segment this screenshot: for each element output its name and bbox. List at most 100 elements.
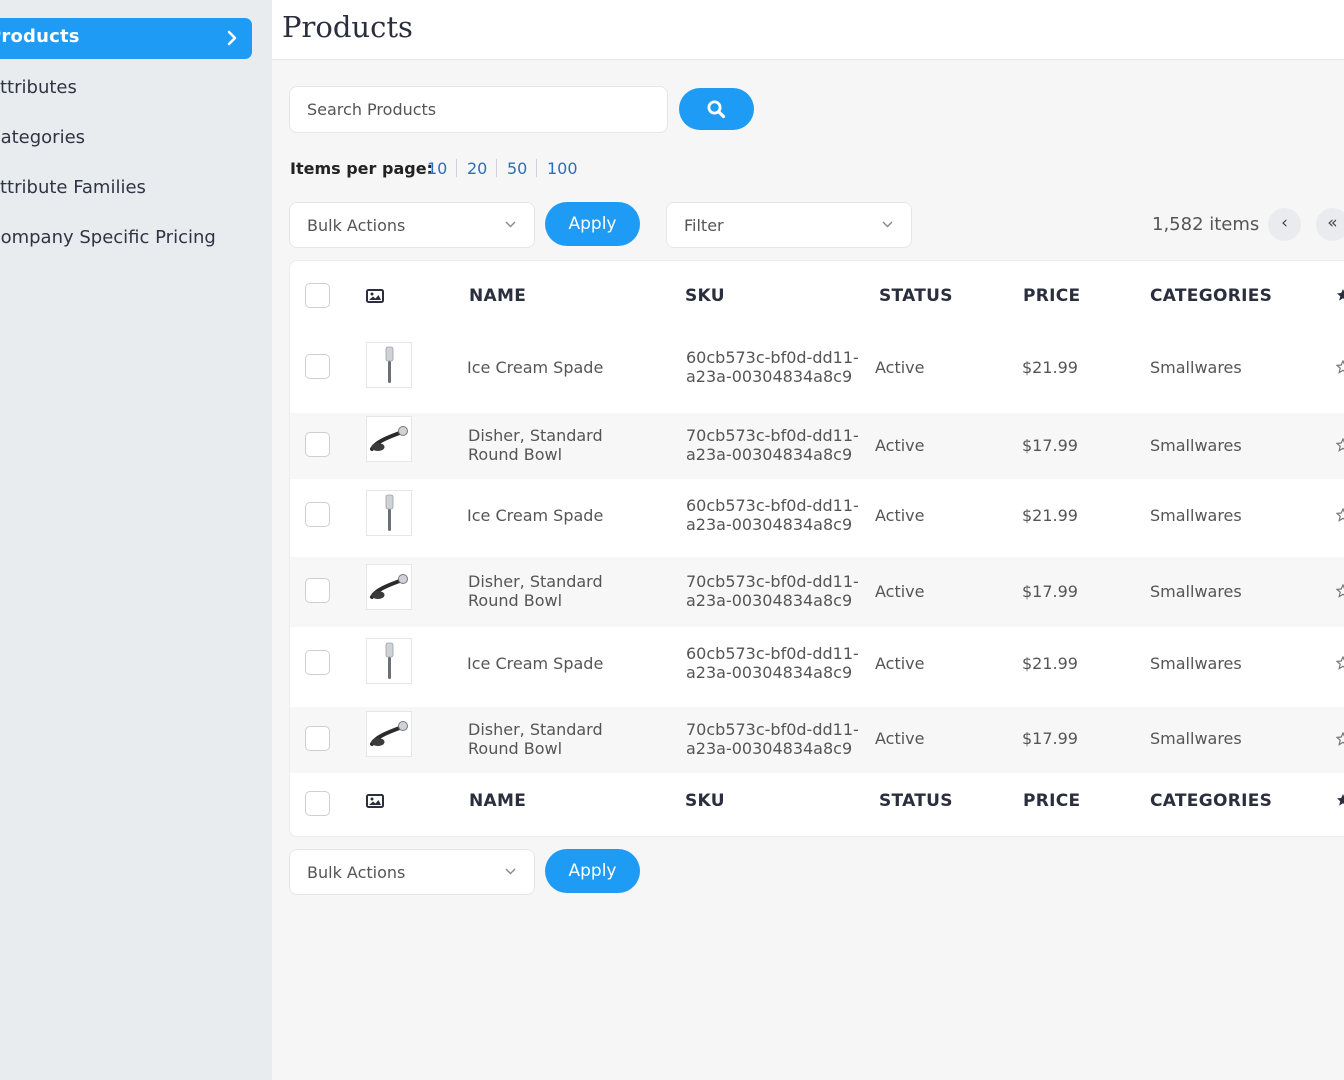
product-thumbnail — [366, 490, 412, 536]
select-all-checkbox[interactable] — [305, 283, 330, 308]
apply-button[interactable]: Apply — [545, 202, 640, 246]
items-per-page-10[interactable]: 10 — [427, 159, 448, 178]
column-header-sku[interactable]: SKU — [685, 286, 725, 306]
separator — [456, 159, 457, 177]
product-sku: 70cb573c-bf0d-dd11-a23a-00304834a8c9 — [686, 720, 859, 758]
table-row[interactable]: Ice Cream Spade 60cb573c-bf0d-dd11-a23a-… — [290, 627, 1344, 707]
ice-cream-spade-image — [385, 494, 394, 531]
sidebar-item-categories[interactable]: Categories — [0, 127, 85, 148]
table-row[interactable]: Disher, Standard Round Bowl 70cb573c-bf0… — [290, 557, 1344, 627]
search-button[interactable] — [679, 88, 754, 130]
star-outline-icon[interactable] — [1336, 508, 1344, 522]
product-sku: 70cb573c-bf0d-dd11-a23a-00304834a8c9 — [686, 426, 859, 464]
disher-image — [370, 426, 408, 451]
star-icon[interactable] — [1336, 288, 1344, 302]
column-header-price[interactable]: PRICE — [1023, 286, 1081, 306]
bulk-actions-select-bottom[interactable]: Bulk Actions — [289, 849, 535, 895]
product-thumbnail — [366, 342, 412, 388]
column-header-status[interactable]: STATUS — [879, 286, 953, 306]
product-status: Active — [875, 436, 925, 455]
sidebar-item-attributes[interactable]: Attributes — [0, 77, 77, 98]
sidebar: Products Attributes Categories Attribute… — [0, 0, 272, 1080]
select-all-checkbox[interactable] — [305, 791, 330, 816]
page-header: Products — [272, 0, 1344, 60]
product-price: $21.99 — [1022, 506, 1078, 525]
product-sku: 60cb573c-bf0d-dd11-a23a-00304834a8c9 — [686, 644, 859, 682]
product-price: $17.99 — [1022, 436, 1078, 455]
ice-cream-spade-image — [385, 346, 394, 383]
star-outline-icon[interactable] — [1336, 584, 1344, 598]
chevron-down-icon — [505, 221, 516, 228]
column-header-status[interactable]: STATUS — [879, 791, 953, 811]
table-row[interactable]: Disher, Standard Round Bowl 70cb573c-bf0… — [290, 707, 1344, 773]
column-header-name[interactable]: NAME — [469, 286, 527, 306]
sidebar-item-label: Products — [0, 26, 80, 47]
product-price: $17.99 — [1022, 582, 1078, 601]
sidebar-item-label: Company Specific Pricing — [0, 227, 216, 248]
row-checkbox[interactable] — [305, 726, 330, 751]
sidebar-item-products[interactable]: Products — [0, 18, 252, 59]
product-status: Active — [875, 506, 925, 525]
star-outline-icon[interactable] — [1336, 438, 1344, 452]
product-sku: 60cb573c-bf0d-dd11-a23a-00304834a8c9 — [686, 496, 859, 534]
star-outline-icon[interactable] — [1336, 656, 1344, 670]
column-header-name[interactable]: NAME — [469, 791, 527, 811]
search-input[interactable] — [289, 86, 668, 133]
chevron-down-icon — [882, 221, 893, 228]
row-checkbox[interactable] — [305, 650, 330, 675]
column-header-sku[interactable]: SKU — [685, 791, 725, 811]
separator — [536, 159, 537, 177]
table-row[interactable]: Ice Cream Spade 60cb573c-bf0d-dd11-a23a-… — [290, 479, 1344, 557]
row-checkbox[interactable] — [305, 502, 330, 527]
column-header-categories[interactable]: CATEGORIES — [1150, 791, 1273, 811]
table-row[interactable]: Disher, Standard Round Bowl 70cb573c-bf0… — [290, 413, 1344, 479]
product-thumbnail — [366, 564, 412, 610]
items-per-page-label: Items per page: — [290, 159, 433, 178]
row-checkbox[interactable] — [305, 354, 330, 379]
star-outline-icon[interactable] — [1336, 732, 1344, 746]
star-icon[interactable] — [1336, 793, 1344, 807]
product-sku: 70cb573c-bf0d-dd11-a23a-00304834a8c9 — [686, 572, 859, 610]
chevron-left-icon: ‹ — [1281, 213, 1288, 233]
star-outline-icon[interactable] — [1336, 360, 1344, 374]
apply-button-bottom[interactable]: Apply — [545, 849, 640, 893]
product-category: Smallwares — [1150, 358, 1242, 377]
disher-image — [370, 574, 408, 599]
product-category: Smallwares — [1150, 729, 1242, 748]
product-category: Smallwares — [1150, 436, 1242, 455]
sidebar-item-attribute-families[interactable]: Attribute Families — [0, 177, 146, 198]
table-footer-row: NAME SKU STATUS PRICE CATEGORIES — [290, 773, 1344, 836]
sidebar-item-label: Attributes — [0, 77, 77, 98]
column-header-categories[interactable]: CATEGORIES — [1150, 286, 1273, 306]
chevron-down-icon — [505, 868, 516, 875]
previous-page-button[interactable]: ‹ — [1268, 208, 1301, 241]
chevron-right-icon — [227, 30, 237, 46]
filter-select[interactable]: Filter — [666, 202, 912, 248]
products-table: NAME SKU STATUS PRICE CATEGORIES Ice Cre… — [289, 260, 1344, 837]
sidebar-item-company-specific-pricing[interactable]: Company Specific Pricing — [0, 227, 216, 248]
product-price: $21.99 — [1022, 358, 1078, 377]
image-icon — [366, 794, 384, 808]
product-price: $17.99 — [1022, 729, 1078, 748]
row-checkbox[interactable] — [305, 578, 330, 603]
row-checkbox[interactable] — [305, 432, 330, 457]
column-header-price[interactable]: PRICE — [1023, 791, 1081, 811]
separator — [496, 159, 497, 177]
product-status: Active — [875, 358, 925, 377]
ice-cream-spade-image — [385, 642, 394, 679]
product-name: Disher, Standard Round Bowl — [468, 426, 603, 464]
filter-label: Filter — [684, 216, 724, 235]
first-page-button[interactable]: « — [1316, 208, 1344, 241]
items-per-page-50[interactable]: 50 — [507, 159, 528, 178]
table-row[interactable]: Ice Cream Spade 60cb573c-bf0d-dd11-a23a-… — [290, 331, 1344, 413]
bulk-actions-select[interactable]: Bulk Actions — [289, 202, 535, 248]
image-icon — [366, 289, 384, 303]
sidebar-item-label: Attribute Families — [0, 177, 146, 198]
product-name: Ice Cream Spade — [467, 506, 604, 525]
product-category: Smallwares — [1150, 654, 1242, 673]
product-category: Smallwares — [1150, 582, 1242, 601]
items-per-page-20[interactable]: 20 — [467, 159, 488, 178]
product-name: Disher, Standard Round Bowl — [468, 720, 603, 758]
product-thumbnail — [366, 416, 412, 462]
items-per-page-100[interactable]: 100 — [547, 159, 578, 178]
